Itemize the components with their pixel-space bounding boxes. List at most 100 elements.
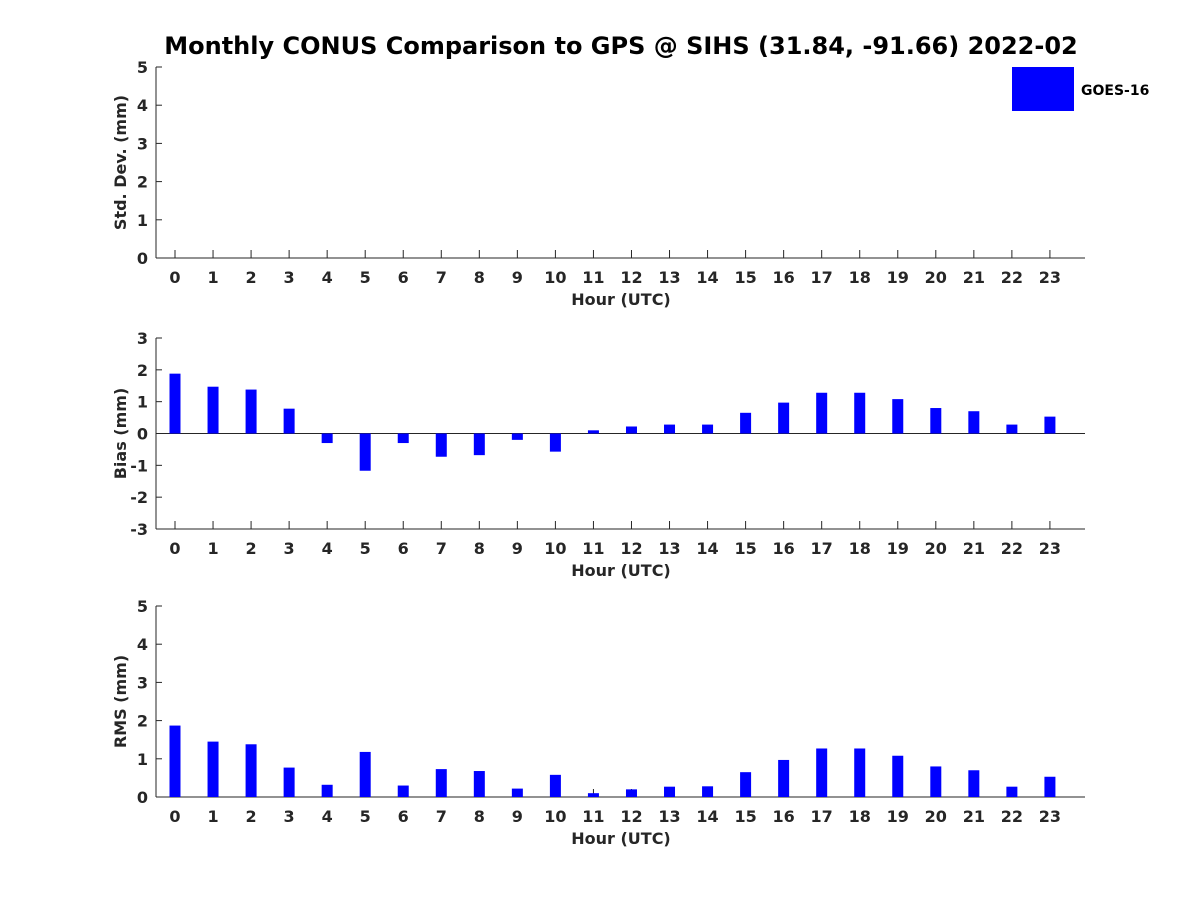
x-tick-label: 18 [849,807,871,826]
x-tick-label: 14 [696,807,718,826]
x-tick-label: 22 [1001,539,1023,558]
x-tick-label: 10 [544,268,566,287]
x-tick-label: 17 [811,268,833,287]
bar-hour-0 [169,725,181,797]
x-tick-label: 4 [322,539,333,558]
x-tick-label: 1 [207,807,218,826]
x-tick-label: 3 [284,539,295,558]
x-tick-label: 19 [887,268,909,287]
y-axis-label: RMS (mm) [111,655,130,748]
y-tick-label: 4 [137,635,148,654]
x-tick-label: 6 [398,268,409,287]
x-tick-label: 1 [207,539,218,558]
bar-hour-4 [321,433,333,444]
y-tick-label: 4 [137,96,148,115]
bar-hour-14 [702,786,714,797]
bar-hour-17 [816,748,828,797]
x-tick-label: 2 [246,268,257,287]
bar-hour-21 [968,770,980,797]
x-tick-label: 2 [246,539,257,558]
x-tick-label: 11 [582,807,604,826]
x-tick-label: 5 [360,268,371,287]
x-tick-label: 5 [360,539,371,558]
bar-hour-22 [1006,424,1018,434]
x-tick-label: 21 [963,807,985,826]
x-tick-label: 7 [436,268,447,287]
bar-hour-1 [207,741,219,797]
y-tick-label: -3 [130,520,148,539]
x-tick-label: 8 [474,807,485,826]
legend-label: GOES-16 [1081,83,1149,99]
bar-hour-11 [587,430,599,434]
bar-hour-2 [245,744,257,797]
bar-hour-9 [511,788,523,797]
y-tick-label: 1 [137,750,148,769]
x-axis-label: Hour (UTC) [571,561,671,580]
bar-hour-13 [664,786,676,797]
x-tick-label: 20 [925,539,947,558]
chart-title: Monthly CONUS Comparison to GPS @ SIHS (… [164,32,1078,60]
bar-hour-11 [587,793,599,797]
bar-hour-10 [549,774,561,797]
x-tick-label: 15 [734,539,756,558]
y-tick-label: -2 [130,488,148,507]
x-tick-label: 19 [887,807,909,826]
x-tick-label: 21 [963,268,985,287]
x-tick-label: 18 [849,539,871,558]
y-axis-label: Std. Dev. (mm) [111,95,130,230]
y-tick-label: 3 [137,329,148,348]
x-tick-label: 9 [512,268,523,287]
x-axis-label: Hour (UTC) [571,829,671,848]
bar-hour-18 [854,748,866,797]
bar-hour-3 [283,408,295,434]
x-tick-label: 18 [849,268,871,287]
x-tick-label: 0 [169,268,180,287]
bar-hour-21 [968,411,980,434]
x-tick-label: 14 [696,268,718,287]
x-tick-label: 4 [322,807,333,826]
x-tick-label: 19 [887,539,909,558]
x-tick-label: 20 [925,807,947,826]
x-tick-label: 3 [284,268,295,287]
bar-hour-17 [816,392,828,434]
bar-hour-12 [625,789,637,797]
y-tick-label: 1 [137,211,148,230]
x-tick-label: 5 [360,807,371,826]
y-tick-label: 0 [137,788,148,807]
legend: GOES-16 [1012,67,1149,111]
x-tick-label: 7 [436,539,447,558]
x-tick-label: 9 [512,539,523,558]
x-tick-label: 13 [658,268,680,287]
bar-hour-6 [397,433,409,444]
y-tick-label: 3 [137,134,148,153]
x-tick-label: 15 [734,807,756,826]
x-tick-label: 14 [696,539,718,558]
x-tick-label: 8 [474,539,485,558]
bar-hour-18 [854,392,866,434]
x-tick-label: 16 [773,268,795,287]
bar-hour-19 [892,755,904,797]
x-tick-label: 12 [620,268,642,287]
x-tick-label: 7 [436,807,447,826]
y-tick-label: 2 [137,173,148,192]
x-tick-label: 10 [544,539,566,558]
x-tick-label: 13 [658,807,680,826]
x-tick-label: 22 [1001,807,1023,826]
x-axis-label: Hour (UTC) [571,290,671,309]
x-tick-label: 13 [658,539,680,558]
x-tick-label: 23 [1039,268,1061,287]
x-tick-label: 1 [207,268,218,287]
x-tick-label: 10 [544,807,566,826]
x-tick-label: 6 [398,539,409,558]
bar-hour-14 [702,424,714,434]
x-tick-label: 0 [169,807,180,826]
bar-hour-13 [664,424,676,434]
bar-hour-15 [740,772,752,797]
bar-hour-20 [930,766,942,797]
x-tick-label: 12 [620,539,642,558]
x-tick-label: 11 [582,539,604,558]
